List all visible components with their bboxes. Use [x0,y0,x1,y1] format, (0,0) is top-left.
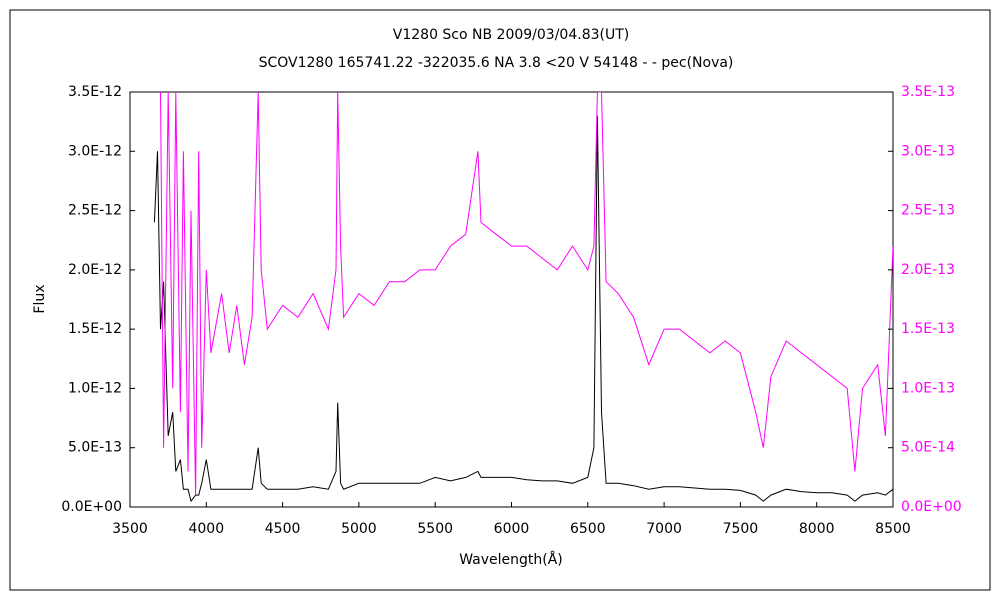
y-tick-label: 2.5E-12 [68,203,122,219]
x-tick-label: 5500 [417,521,453,537]
y-tick-label: 3.0E-12 [68,143,122,159]
plot [153,92,893,503]
y2-tick-label: 3.0E-13 [901,143,955,159]
y-axis-label: Flux [32,284,48,313]
y2-tick-label: 1.0E-13 [901,380,955,396]
x-tick-label: 4500 [265,521,301,537]
y-tick-label: 0.0E+00 [61,499,122,515]
x-tick-label: 5000 [341,521,377,537]
y2-tick-label: 1.5E-13 [901,321,955,337]
y-tick-label: 5.0E-13 [68,440,122,456]
x-tick-label: 6000 [494,521,530,537]
x-axis-label: Wavelength(Å) [459,551,563,568]
series-line [153,115,893,503]
x-tick-label: 4000 [188,521,224,537]
y-tick-label: 2.0E-12 [68,262,122,278]
x-tick-label: 8500 [875,521,911,537]
y-tick-label: 3.5E-12 [68,84,122,100]
y2-tick-label: 2.0E-13 [901,262,955,278]
chart-subtitle: SCOV1280 165741.22 -322035.6 NA 3.8 <20 … [259,55,734,71]
series-line [160,92,893,496]
chart-title: V1280 Sco NB 2009/03/04.83(UT) [393,27,629,43]
y-tick-label: 1.5E-12 [68,321,122,337]
y2-tick-label: 3.5E-13 [901,84,955,100]
y2-tick-label: 2.5E-13 [901,203,955,219]
frame [9,9,991,591]
y2-tick-label: 5.0E-14 [901,440,955,456]
x-tick-label: 8000 [799,521,835,537]
y-tick-label: 1.0E-12 [68,380,122,396]
x-tick-label: 6500 [570,521,606,537]
y2-tick-label: 0.0E+00 [901,499,962,515]
x-tick-label: 7500 [723,521,759,537]
x-tick-label: 7000 [646,521,682,537]
x-tick-label: 3500 [112,521,148,537]
